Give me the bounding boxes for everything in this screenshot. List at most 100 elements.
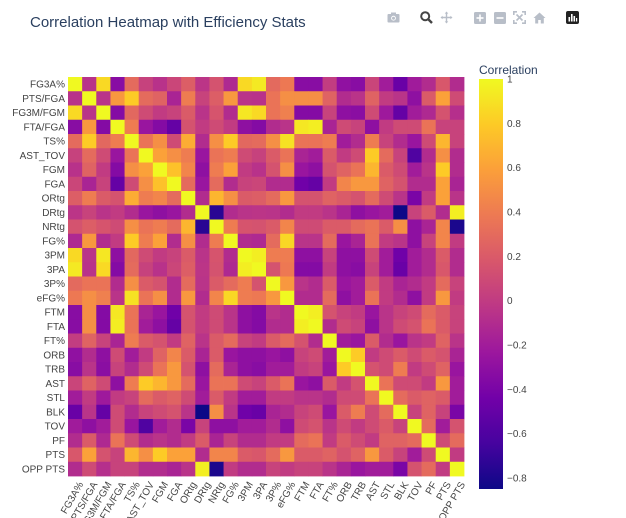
heatmap-cell[interactable]: [68, 248, 83, 263]
heatmap-cell[interactable]: [294, 433, 309, 448]
heatmap-cell[interactable]: [209, 419, 224, 434]
heatmap-cell[interactable]: [280, 362, 295, 377]
heatmap-cell[interactable]: [449, 362, 465, 377]
heatmap-cell[interactable]: [435, 262, 451, 277]
heatmap-cell[interactable]: [181, 105, 196, 121]
heatmap-cell[interactable]: [322, 148, 338, 163]
heatmap-cell[interactable]: [379, 290, 394, 306]
heatmap-cell[interactable]: [350, 191, 366, 206]
heatmap-cell[interactable]: [280, 205, 295, 220]
heatmap-cell[interactable]: [181, 305, 196, 320]
heatmap-cell[interactable]: [124, 433, 140, 448]
heatmap-cell[interactable]: [96, 404, 111, 420]
heatmap-cell[interactable]: [308, 134, 323, 149]
heatmap-cell[interactable]: [322, 376, 338, 391]
heatmap-cell[interactable]: [138, 205, 154, 220]
heatmap-cell[interactable]: [195, 305, 210, 320]
heatmap-cell[interactable]: [266, 219, 281, 235]
heatmap-cell[interactable]: [449, 233, 465, 249]
heatmap-cell[interactable]: [181, 347, 196, 363]
heatmap-cell[interactable]: [322, 404, 338, 420]
heatmap-cell[interactable]: [68, 191, 83, 206]
heatmap-cell[interactable]: [336, 290, 352, 306]
heatmap-cell[interactable]: [223, 191, 239, 206]
heatmap-cell[interactable]: [82, 248, 97, 263]
heatmap-cell[interactable]: [110, 205, 125, 220]
heatmap-cell[interactable]: [167, 404, 182, 420]
heatmap-cell[interactable]: [110, 233, 125, 249]
heatmap-cell[interactable]: [435, 119, 451, 135]
heatmap-cell[interactable]: [350, 419, 366, 434]
heatmap-cell[interactable]: [124, 347, 140, 363]
heatmap-cell[interactable]: [138, 290, 154, 306]
heatmap-cell[interactable]: [294, 447, 309, 463]
zoom-out-icon[interactable]: [492, 10, 507, 25]
heatmap-cell[interactable]: [322, 333, 338, 349]
heatmap-cell[interactable]: [152, 176, 168, 192]
heatmap-cell[interactable]: [449, 447, 465, 463]
heatmap-cell[interactable]: [237, 376, 253, 391]
heatmap-cell[interactable]: [124, 376, 140, 391]
heatmap-cell[interactable]: [266, 319, 281, 334]
heatmap-cell[interactable]: [421, 376, 437, 391]
heatmap-cell[interactable]: [223, 390, 239, 406]
heatmap-cell[interactable]: [110, 376, 125, 391]
heatmap-cell[interactable]: [152, 376, 168, 391]
heatmap-cell[interactable]: [223, 419, 239, 434]
heatmap-cell[interactable]: [336, 205, 352, 220]
heatmap-cell[interactable]: [138, 333, 154, 349]
heatmap-cell[interactable]: [68, 433, 83, 448]
heatmap-cell[interactable]: [209, 390, 224, 406]
heatmap-cell[interactable]: [209, 362, 224, 377]
heatmap-cell[interactable]: [365, 176, 380, 192]
heatmap-cell[interactable]: [393, 404, 408, 420]
heatmap-cell[interactable]: [82, 333, 97, 349]
heatmap-cell[interactable]: [294, 305, 309, 320]
heatmap-cell[interactable]: [223, 447, 239, 463]
heatmap-cell[interactable]: [393, 77, 408, 92]
heatmap-cell[interactable]: [322, 77, 338, 92]
heatmap-cell[interactable]: [124, 205, 140, 220]
heatmap-cell[interactable]: [435, 290, 451, 306]
heatmap-cell[interactable]: [167, 419, 182, 434]
heatmap-cell[interactable]: [322, 191, 338, 206]
heatmap-cell[interactable]: [435, 162, 451, 178]
heatmap-cell[interactable]: [82, 191, 97, 206]
heatmap-cell[interactable]: [435, 461, 451, 477]
heatmap-cell[interactable]: [407, 91, 422, 106]
heatmap-cell[interactable]: [68, 376, 83, 391]
heatmap-cell[interactable]: [68, 176, 83, 192]
heatmap-cell[interactable]: [152, 248, 168, 263]
heatmap-cell[interactable]: [152, 105, 168, 121]
heatmap-cell[interactable]: [407, 205, 422, 220]
heatmap-cell[interactable]: [421, 77, 437, 92]
heatmap-cell[interactable]: [68, 105, 83, 121]
heatmap-cell[interactable]: [280, 148, 295, 163]
heatmap-cell[interactable]: [195, 219, 210, 235]
heatmap-cell[interactable]: [152, 319, 168, 334]
heatmap-cell[interactable]: [393, 305, 408, 320]
heatmap-cell[interactable]: [82, 276, 97, 292]
heatmap-cell[interactable]: [407, 362, 422, 377]
heatmap-cell[interactable]: [421, 205, 437, 220]
heatmap-cell[interactable]: [82, 91, 97, 106]
heatmap-cell[interactable]: [322, 219, 338, 235]
heatmap-cell[interactable]: [322, 419, 338, 434]
heatmap-cell[interactable]: [195, 191, 210, 206]
heatmap-cell[interactable]: [237, 290, 253, 306]
heatmap-cell[interactable]: [435, 248, 451, 263]
heatmap-cell[interactable]: [266, 376, 281, 391]
heatmap-cell[interactable]: [251, 276, 267, 292]
heatmap-cell[interactable]: [336, 134, 352, 149]
heatmap-cell[interactable]: [280, 176, 295, 192]
heatmap-cell[interactable]: [167, 305, 182, 320]
heatmap-cell[interactable]: [209, 233, 224, 249]
heatmap-cell[interactable]: [167, 433, 182, 448]
heatmap-cell[interactable]: [294, 319, 309, 334]
heatmap-cell[interactable]: [421, 447, 437, 463]
heatmap-cell[interactable]: [96, 333, 111, 349]
heatmap-cell[interactable]: [167, 376, 182, 391]
heatmap-cell[interactable]: [138, 390, 154, 406]
heatmap-cell[interactable]: [110, 105, 125, 121]
heatmap-cell[interactable]: [322, 461, 338, 477]
